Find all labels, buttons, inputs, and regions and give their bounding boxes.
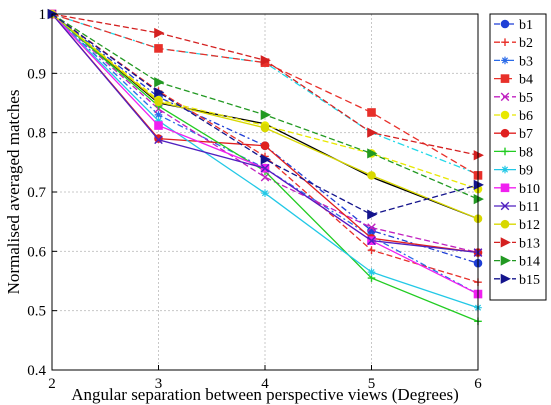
legend-label: b1 [519,18,533,33]
legend-marker [500,110,510,120]
legend-marker [500,128,510,138]
legend-label: b6 [519,109,533,124]
x-tick-label: 6 [474,376,482,392]
legend-label: b4 [519,73,533,88]
legend-label: b11 [519,200,539,215]
data-point-b14 [260,109,271,120]
series-line-b15 [51,13,479,216]
series-line-b4 [51,13,479,176]
y-tick-label: 0.8 [27,126,46,142]
series-group [47,8,484,326]
legend-label: b10 [519,182,540,197]
legend-item-b12: b12 [494,218,540,233]
data-point-b13 [154,27,165,39]
legend-label: b8 [519,145,533,160]
legend-items: b1 b2 b3 b4 b5 b6 b7 b8 b9 b10 b11 b12 b13 b14 b15 [494,18,540,288]
legend-marker [500,237,511,248]
legend-marker [501,56,509,65]
legend-label: b14 [519,255,540,270]
y-tick-label: 1 [39,7,47,23]
legend-marker [501,147,509,156]
legend-marker [501,38,509,46]
legend-item-b3: b3 [494,54,533,69]
data-point-b9 [261,189,269,197]
y-ticks: 0.4 0.5 0.6 0.7 0.8 0.9 1 [27,7,57,379]
data-point-b4 [367,108,376,117]
data-point-b13 [367,127,378,138]
x-tick-label: 4 [261,376,269,392]
data-point-b11 [367,236,376,245]
legend-item-b13: b13 [494,236,540,251]
legend-label: b9 [519,164,533,179]
legend-marker [500,92,510,102]
legend-item-b1: b1 [494,18,533,33]
legend-marker [500,74,510,83]
data-point-b12 [260,123,270,133]
legend-item-b8: b8 [494,145,533,160]
series-line-b5 [51,13,479,254]
data-point-b15 [367,209,378,220]
legend-label: b5 [519,91,533,106]
data-point-b5 [367,223,376,232]
x-axis-label: Angular separation between perspective v… [71,385,459,404]
x-tick-label: 5 [368,376,376,392]
legend-item-b5: b5 [494,91,533,106]
legend-label: b13 [519,236,540,251]
data-point-b3 [154,111,163,119]
data-point-b9 [367,268,376,276]
x-ticks: 2 3 4 5 6 [48,365,482,392]
y-tick-label: 0.4 [27,363,46,379]
y-tick-label: 0.7 [27,185,46,201]
legend-item-b4: b4 [494,73,533,88]
y-tick-label: 0.5 [27,304,46,320]
legend-item-b10: b10 [494,182,540,197]
legend-label: b2 [519,36,533,51]
data-point-b2 [367,246,376,254]
legend-label: b3 [519,54,533,69]
data-point-b12 [154,97,163,107]
legend-label: b12 [519,218,540,233]
y-axis-label: Normalised averaged matches [4,90,23,295]
data-point-b14 [154,77,165,88]
legend-marker [500,19,510,29]
data-point-b11 [154,135,163,145]
legend-item-b6: b6 [494,109,533,124]
data-point-b14 [367,148,378,159]
data-point-b15 [260,154,271,165]
legend-item-b14: b14 [494,255,540,270]
legend-label: b15 [519,273,540,288]
legend-marker [500,183,510,193]
legend-marker [501,165,509,174]
legend-marker [500,201,510,211]
x-tick-label: 2 [48,376,56,392]
y-tick-label: 0.9 [27,66,46,82]
y-tick-label: 0.6 [27,244,46,260]
legend-item-b9: b9 [494,164,533,179]
legend-label: b7 [519,127,533,142]
legend-item-b7: b7 [494,127,533,142]
legend-marker [500,273,511,284]
data-point-b12 [367,171,376,180]
data-point-b11 [260,163,270,173]
data-point-b9 [154,117,163,125]
legend-marker [500,255,511,266]
data-point-b10 [154,121,163,130]
data-point-b7 [260,141,270,151]
legend-marker [500,219,510,229]
series-b14 [47,8,484,205]
legend-item-b11: b11 [494,200,539,215]
legend [489,13,547,301]
legend-item-b2: b2 [494,36,533,51]
legend-item-b15: b15 [494,273,540,288]
data-point-b13 [260,55,271,66]
data-point-b15 [154,87,165,98]
x-tick-label: 3 [155,376,163,392]
data-point-b4 [154,44,163,53]
